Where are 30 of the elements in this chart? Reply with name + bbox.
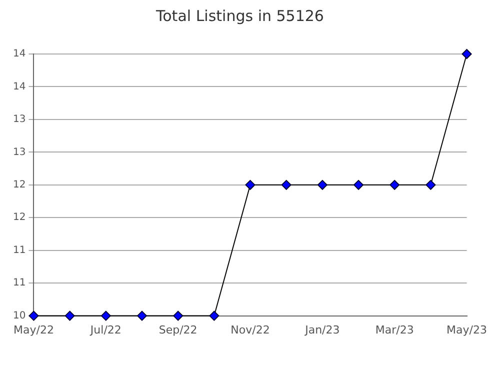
y-tick-label: 10 — [12, 310, 26, 322]
y-tick-label: 13 — [12, 114, 26, 126]
y-tick-label: 14 — [12, 48, 26, 60]
point — [390, 180, 400, 190]
point — [317, 180, 328, 190]
x-tick-label: Jan/23 — [304, 323, 340, 336]
x-tick-label: Nov/22 — [230, 323, 270, 336]
point — [426, 180, 436, 190]
point — [281, 180, 292, 190]
x-tick-label: May/23 — [446, 323, 488, 336]
chart-title: Total Listings in 55126 — [155, 6, 324, 25]
x-tick-label: Sep/22 — [158, 323, 198, 336]
x-tick-label: May/22 — [14, 323, 54, 336]
point — [462, 49, 472, 59]
point — [64, 310, 75, 321]
x-tick-label: Mar/23 — [375, 323, 414, 336]
y-tick-label: 11 — [12, 278, 26, 289]
y-tick-label: 14 — [12, 81, 26, 92]
point — [173, 310, 184, 321]
y-tick-label: 12 — [12, 212, 26, 224]
point — [28, 310, 39, 321]
point — [245, 180, 256, 190]
point — [100, 310, 111, 321]
point — [354, 180, 364, 190]
y-tick-label: 13 — [12, 146, 26, 158]
x-tick-label: Jul/22 — [89, 323, 122, 336]
point — [136, 310, 147, 321]
y-tick-label: 11 — [12, 244, 26, 256]
y-tick-label: 12 — [12, 179, 26, 190]
point — [209, 310, 220, 321]
